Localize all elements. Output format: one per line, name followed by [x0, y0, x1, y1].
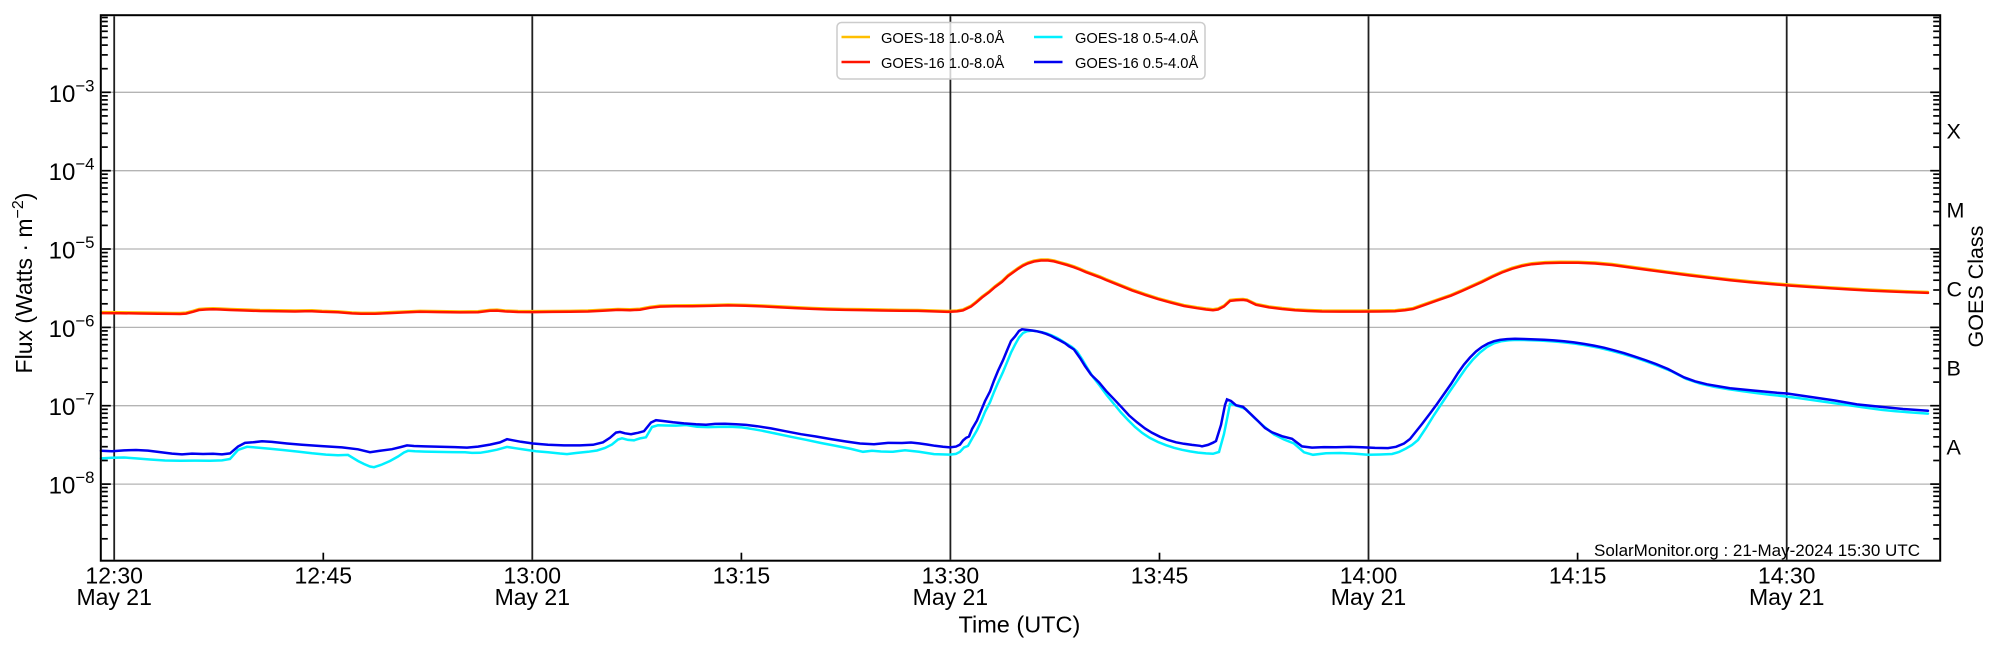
- svg-text:14:00: 14:00: [1340, 562, 1398, 588]
- svg-text:A: A: [1947, 435, 1962, 459]
- svg-text:13:30: 13:30: [922, 562, 980, 588]
- svg-text:X: X: [1947, 119, 1961, 143]
- svg-text:Flux (Watts · m−2): Flux (Watts · m−2): [10, 193, 37, 374]
- svg-text:May 21: May 21: [76, 584, 151, 610]
- svg-text:13:15: 13:15: [713, 562, 771, 588]
- svg-text:M: M: [1947, 198, 1965, 222]
- svg-text:SolarMonitor.org : 21-May-2024: SolarMonitor.org : 21-May-2024 15:30 UTC: [1594, 541, 1920, 560]
- svg-text:14:15: 14:15: [1549, 562, 1607, 588]
- svg-text:12:45: 12:45: [295, 562, 353, 588]
- svg-text:GOES Class: GOES Class: [1964, 226, 1988, 348]
- svg-text:14:30: 14:30: [1758, 562, 1816, 588]
- svg-text:May 21: May 21: [495, 584, 570, 610]
- svg-text:10−7: 10−7: [49, 390, 95, 422]
- svg-text:B: B: [1947, 356, 1961, 380]
- svg-text:12:30: 12:30: [85, 562, 143, 588]
- svg-text:May 21: May 21: [1331, 584, 1406, 610]
- svg-text:GOES-16 0.5-4.0Å: GOES-16 0.5-4.0Å: [1075, 55, 1198, 72]
- svg-text:GOES-18 1.0-8.0Å: GOES-18 1.0-8.0Å: [881, 30, 1004, 47]
- svg-text:May 21: May 21: [913, 584, 988, 610]
- svg-text:May 21: May 21: [1749, 584, 1824, 610]
- svg-text:13:45: 13:45: [1131, 562, 1189, 588]
- svg-text:GOES-18 0.5-4.0Å: GOES-18 0.5-4.0Å: [1075, 30, 1198, 47]
- svg-text:10−5: 10−5: [49, 233, 95, 265]
- svg-text:13:00: 13:00: [504, 562, 562, 588]
- svg-text:C: C: [1947, 277, 1963, 301]
- svg-text:GOES-16 1.0-8.0Å: GOES-16 1.0-8.0Å: [881, 55, 1004, 72]
- svg-text:Time (UTC): Time (UTC): [958, 612, 1080, 638]
